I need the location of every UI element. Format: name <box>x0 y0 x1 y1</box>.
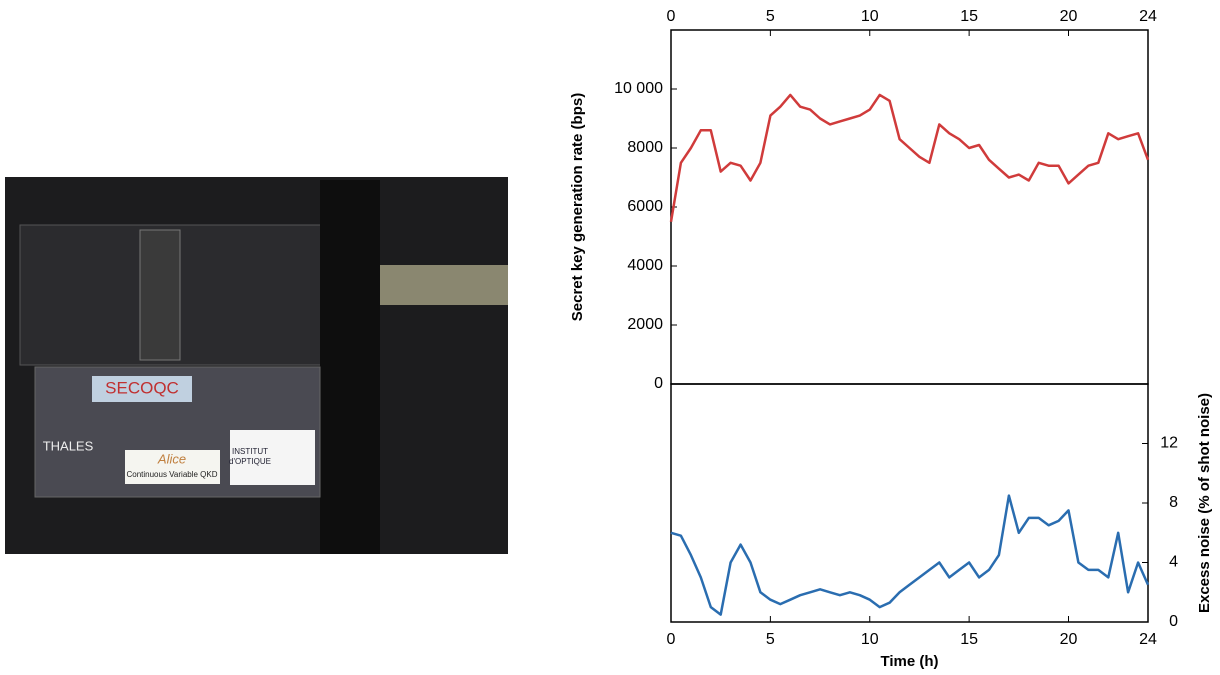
y-tick-label: 8 <box>1169 494 1178 511</box>
x-tick-label: 0 <box>667 8 676 25</box>
photo-label: Alice <box>157 451 186 466</box>
label-plate <box>125 450 220 484</box>
photo-label: INSTITUT <box>232 447 268 456</box>
y-tick-label: 10 000 <box>614 80 663 97</box>
rail-bracket <box>380 265 508 305</box>
x-tick-label: 15 <box>960 8 978 25</box>
label-plate <box>230 430 315 485</box>
x-tick-label: 24 <box>1139 631 1157 648</box>
y-tick-label: 0 <box>1169 613 1178 630</box>
x-tick-label: 20 <box>1060 631 1078 648</box>
y-axis-label: Excess noise (% of shot noise) <box>1196 393 1213 613</box>
y-tick-label: 4000 <box>627 257 663 274</box>
y-tick-label: 4 <box>1169 554 1178 571</box>
data-line <box>670 494 1150 616</box>
y-tick-label: 0 <box>654 375 663 392</box>
y-tick-label: 8000 <box>627 139 663 156</box>
x-tick-label: 5 <box>766 8 775 25</box>
y-tick-label: 6000 <box>627 198 663 215</box>
x-tick-label: 15 <box>960 631 978 648</box>
x-tick-label: 20 <box>1060 8 1078 25</box>
data-line <box>669 93 1150 223</box>
rack-handle <box>139 229 181 361</box>
x-tick-label: 10 <box>861 8 879 25</box>
x-axis-label: Time (h) <box>880 653 938 670</box>
photo-label: d'OPTIQUE <box>229 457 271 466</box>
x-tick-label: 24 <box>1139 8 1157 25</box>
photo-label: SECOQC <box>105 378 179 397</box>
photo: SECOQC THALES Alice Continuous Variable … <box>5 177 508 554</box>
y-axis-label: Secret key generation rate (bps) <box>569 93 586 321</box>
photo-label: Continuous Variable QKD <box>126 470 217 479</box>
plot-frame <box>670 29 1149 385</box>
rack-rail <box>320 180 380 554</box>
x-tick-label: 10 <box>861 631 879 648</box>
x-tick-label: 0 <box>667 631 676 648</box>
y-tick-label: 12 <box>1160 435 1178 452</box>
logo-plate <box>92 376 192 402</box>
photo-label: THALES <box>43 438 94 453</box>
y-tick-label: 2000 <box>627 316 663 333</box>
x-tick-label: 5 <box>766 631 775 648</box>
